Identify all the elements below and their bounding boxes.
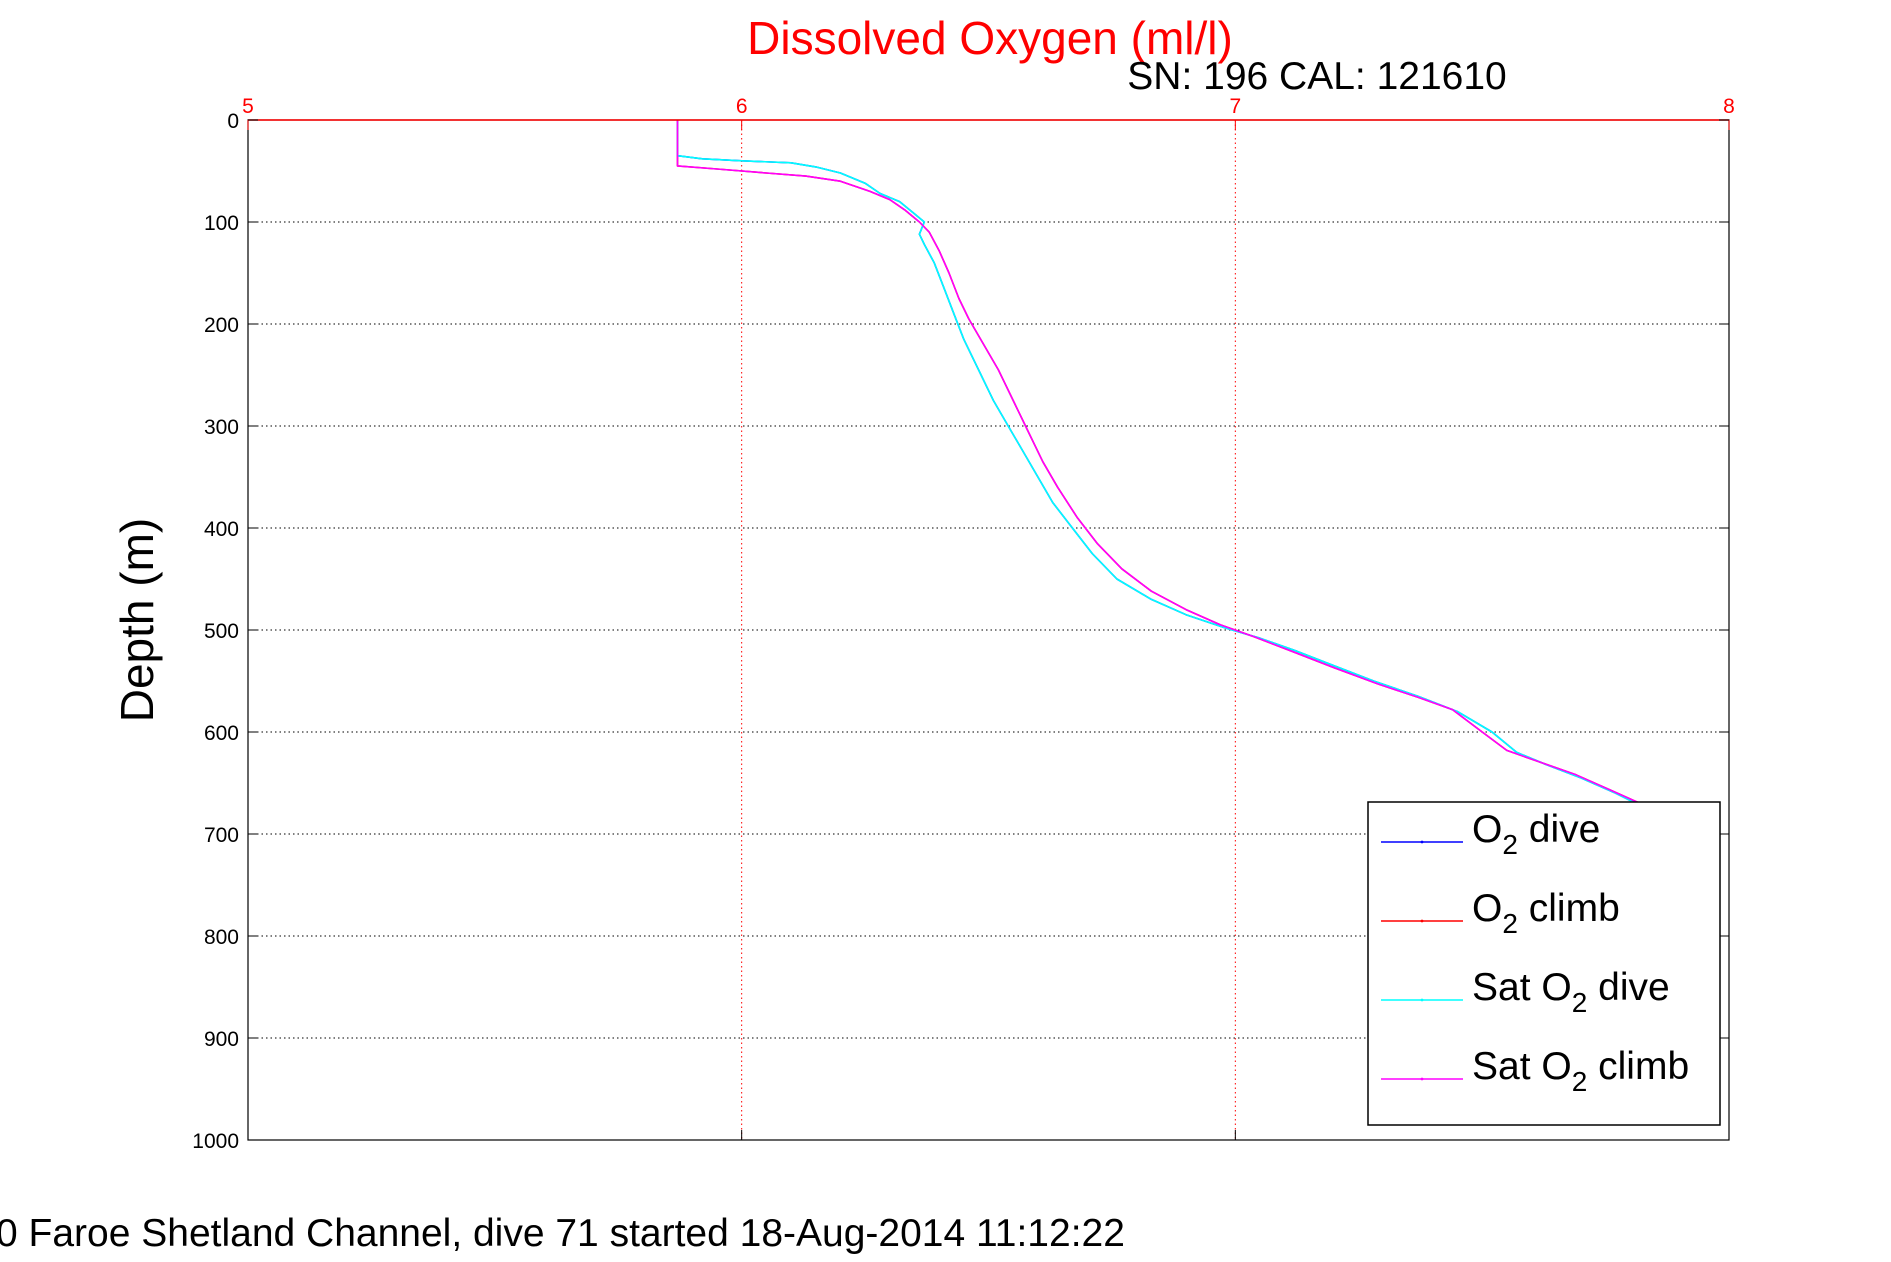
x-tick-label: 7 (1229, 95, 1241, 118)
legend: O2 dive O2 climb Sat O2 dive Sat O2 climb (1367, 801, 1721, 1126)
x-tick-label: 5 (242, 95, 254, 118)
y-tick-label: 600 (204, 722, 239, 745)
x-tick-label: 6 (736, 95, 748, 118)
y-tick-label: 1000 (192, 1130, 239, 1153)
legend-label: O2 dive (1472, 808, 1600, 860)
y-axis-label: Depth (m) (111, 518, 163, 722)
y-tick-label: 0 (227, 110, 239, 133)
y-tick-label: 700 (204, 824, 239, 847)
y-tick-label: 800 (204, 926, 239, 949)
chart-subtitle: SN: 196 CAL: 121610 (1127, 55, 1506, 98)
legend-box (1367, 801, 1721, 1126)
y-tick-label: 500 (204, 620, 239, 643)
y-tick-label: 200 (204, 314, 239, 337)
y-tick-label: 400 (204, 518, 239, 541)
series-line-1 (676, 120, 1641, 807)
x-axis-ticks: 5 6 7 8 (242, 95, 1735, 1140)
y-tick-label: 300 (204, 416, 239, 439)
legend-marker (1420, 1077, 1424, 1081)
footer-caption: 0 Faroe Shetland Channel, dive 71 starte… (0, 1212, 1125, 1255)
legend-marker (1420, 998, 1424, 1002)
y-tick-label: 100 (204, 212, 239, 235)
legend-label: Sat O2 dive (1472, 966, 1670, 1018)
legend-label: Sat O2 climb (1472, 1045, 1689, 1097)
chart-title: Dissolved Oxygen (ml/l) (747, 12, 1233, 64)
legend-marker (1420, 840, 1424, 844)
legend-label: O2 climb (1472, 887, 1620, 939)
legend-marker (1420, 919, 1424, 923)
series-line-2 (676, 120, 1641, 805)
x-tick-label: 8 (1723, 95, 1735, 118)
series-line-4 (676, 120, 1641, 805)
series-line-3 (676, 120, 1641, 807)
y-axis-ticks: 0 100 200 300 400 500 600 700 800 900 1000 (192, 110, 1729, 1153)
y-tick-label: 900 (204, 1028, 239, 1051)
data-series (676, 120, 1641, 807)
